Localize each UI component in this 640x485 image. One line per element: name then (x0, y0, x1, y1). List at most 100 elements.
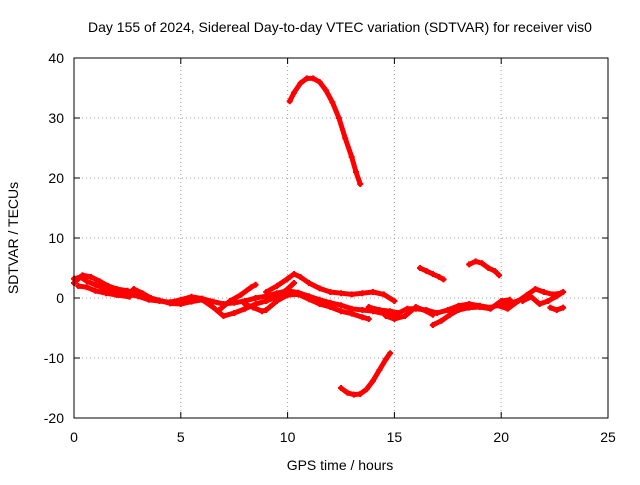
data-point (376, 367, 383, 373)
data-point (498, 298, 505, 304)
series-arc-mid-3 (241, 291, 372, 322)
series-arc-dash-18 (466, 258, 503, 279)
data-point (130, 286, 137, 292)
data-point (303, 75, 310, 82)
data-point (438, 317, 445, 324)
data-point (113, 292, 120, 298)
data-point (96, 278, 103, 285)
series-trace (287, 75, 363, 187)
data-point (156, 297, 163, 304)
data-point (402, 313, 409, 319)
data-point (382, 313, 389, 319)
series-arc-late-2 (382, 304, 436, 322)
data-point (440, 276, 447, 283)
data-point (444, 307, 451, 313)
data-point (506, 296, 513, 303)
data-point (380, 291, 387, 298)
series-arc-low (338, 350, 394, 398)
data-series (71, 75, 567, 398)
y-tick-label: 20 (48, 170, 64, 186)
data-point (404, 305, 411, 312)
data-point (248, 284, 255, 291)
y-tick-label: 0 (56, 290, 64, 306)
data-point (528, 293, 535, 300)
x-tick-label: 5 (177, 429, 185, 445)
series-arc-early-lower (75, 283, 133, 300)
data-point (560, 304, 567, 311)
data-point (295, 291, 302, 298)
grid (74, 58, 608, 418)
data-point (113, 286, 120, 292)
data-point (429, 311, 436, 318)
y-axis-label: SDTVAR / TECUs (5, 182, 21, 294)
data-point (263, 298, 270, 304)
data-point (359, 307, 366, 313)
data-point (536, 301, 543, 307)
series-arc-late-6 (547, 304, 567, 313)
data-point (209, 304, 216, 310)
data-point (338, 302, 344, 309)
data-point (436, 274, 443, 280)
x-tick-label: 25 (600, 429, 616, 445)
data-point (88, 274, 95, 280)
data-point (126, 293, 133, 300)
data-point (338, 308, 344, 315)
data-point (491, 268, 498, 274)
data-point (487, 305, 494, 312)
data-point (478, 260, 485, 267)
data-point (553, 307, 560, 313)
data-point (220, 313, 227, 319)
data-point (412, 304, 419, 310)
series-arc-mid-2 (216, 281, 259, 313)
data-point (273, 283, 280, 289)
data-point (297, 274, 304, 280)
series-arc-late-5 (519, 289, 567, 307)
series-arc-high (286, 75, 364, 187)
data-point (291, 280, 298, 286)
y-tick-label: 40 (48, 50, 64, 66)
data-point (553, 293, 560, 300)
data-point (387, 308, 394, 315)
data-point (305, 296, 312, 303)
data-point (103, 290, 110, 297)
data-point (305, 280, 312, 286)
data-point (391, 316, 398, 322)
data-point (241, 301, 248, 307)
data-point (327, 289, 334, 295)
series-arc-mid-1 (130, 280, 298, 319)
data-point (350, 391, 357, 398)
data-point (423, 308, 430, 315)
data-point (216, 307, 223, 313)
data-point (455, 307, 462, 313)
data-point (357, 391, 364, 397)
data-point (348, 154, 355, 160)
data-point (365, 304, 372, 310)
data-point (167, 300, 174, 307)
data-point (365, 316, 372, 322)
data-point (532, 286, 539, 292)
y-tick-label: 10 (48, 230, 64, 246)
data-point (92, 281, 99, 288)
data-point (316, 79, 323, 85)
data-point (177, 301, 184, 307)
data-point (323, 87, 330, 94)
data-point (476, 304, 483, 310)
data-point (188, 298, 195, 305)
data-point (429, 322, 436, 328)
data-point (376, 307, 383, 313)
data-point (297, 80, 304, 87)
data-point (79, 272, 86, 279)
data-point (338, 290, 344, 297)
data-point (370, 377, 377, 384)
data-point (83, 284, 90, 291)
data-point (429, 271, 436, 277)
data-point (348, 291, 355, 298)
data-point (273, 298, 280, 304)
data-point (199, 296, 206, 303)
data-point (263, 289, 270, 295)
data-point (466, 261, 473, 268)
data-point (496, 272, 503, 279)
data-point (139, 290, 146, 297)
data-point (105, 283, 112, 289)
